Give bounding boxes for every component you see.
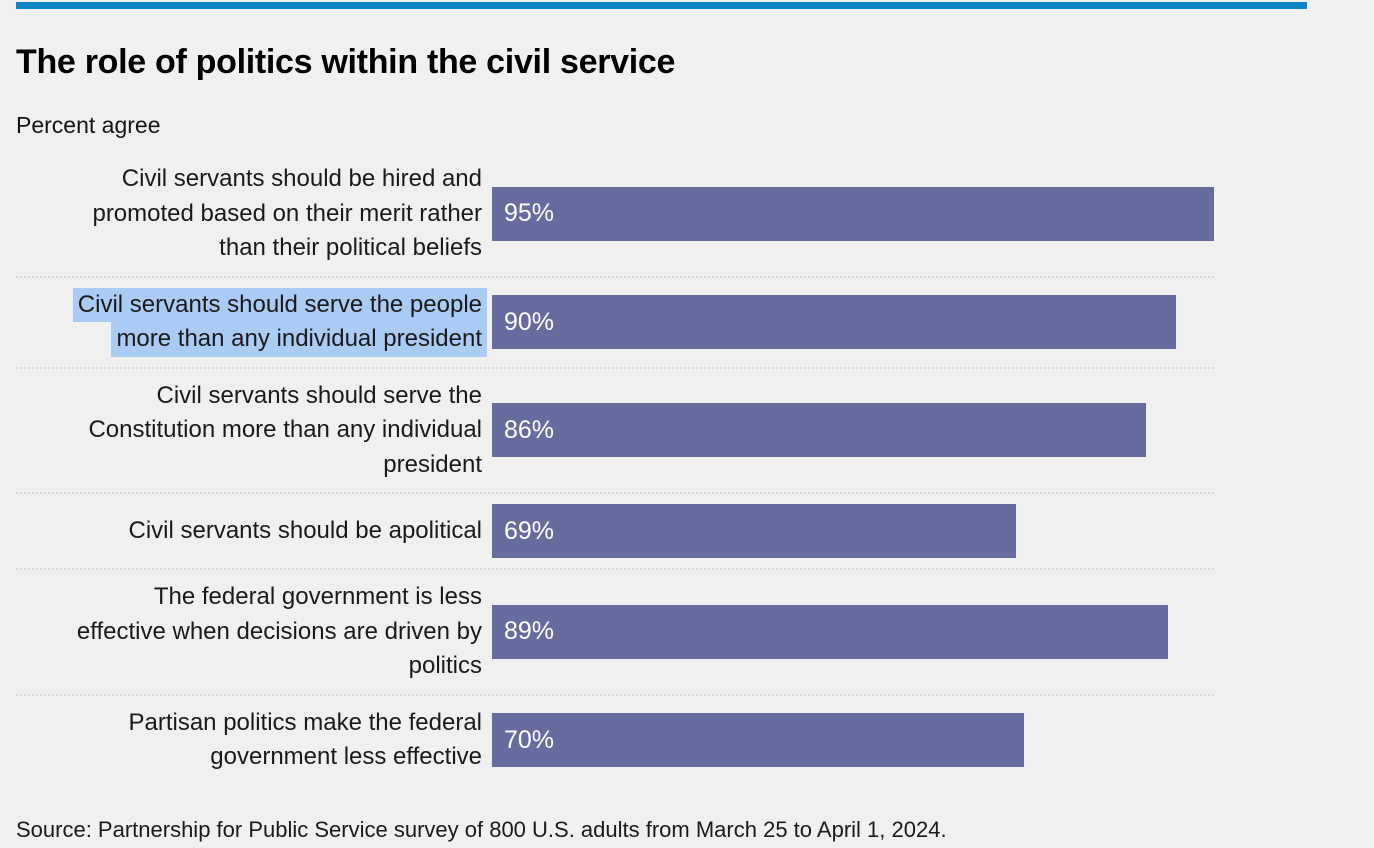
label-line-text: The federal government is less bbox=[153, 583, 482, 610]
category-label: Civil servants should be hired and promo… bbox=[16, 162, 482, 266]
top-accent-rule bbox=[16, 2, 1307, 9]
bar-track: 69% bbox=[492, 504, 1214, 558]
bar-value-label: 70% bbox=[504, 725, 555, 754]
bar-track: 95% bbox=[492, 186, 1214, 241]
label-line-text: Civil servants should be hired and bbox=[121, 165, 482, 192]
bar: 70% bbox=[492, 713, 1024, 767]
page-title: The role of politics within the civil se… bbox=[16, 43, 676, 81]
label-line-text: Constitution more than any individual bbox=[88, 416, 482, 443]
chart-row-serve-constitution: Civil servants should serve the Constitu… bbox=[16, 369, 1214, 494]
chart-row-partisan-politics: Partisan politics make the federal gover… bbox=[16, 696, 1214, 785]
selected-label-line-text: Civil servants should serve the people bbox=[72, 287, 487, 322]
category-label: Civil servants should serve the people m… bbox=[16, 287, 487, 357]
chart-subtitle: Percent agree bbox=[16, 112, 161, 138]
label-line-text: politics bbox=[408, 652, 482, 679]
bar-value-label: 90% bbox=[504, 307, 555, 336]
bar-track: 70% bbox=[492, 713, 1214, 767]
label-line-text: Civil servants should be apolitical bbox=[128, 516, 482, 544]
label-line-text: effective when decisions are driven by bbox=[76, 617, 482, 645]
label-line-text: president bbox=[383, 450, 482, 478]
bar-value-label: 89% bbox=[504, 617, 555, 646]
category-label: The federal government is less effective… bbox=[16, 580, 482, 684]
bar-value-label: 86% bbox=[504, 415, 555, 444]
bar-chart: Civil servants should be hired and promo… bbox=[16, 152, 1214, 785]
bar: 89% bbox=[492, 604, 1169, 659]
bar: 95% bbox=[492, 186, 1214, 241]
label-line-text: promoted based on their merit rather bbox=[92, 199, 482, 227]
label-line-text: government less effective bbox=[210, 743, 482, 770]
source-note: Source: Partnership for Public Service s… bbox=[16, 816, 947, 842]
label-line-text: Civil servants should serve the bbox=[156, 381, 482, 409]
bar-track: 90% bbox=[492, 295, 1214, 349]
category-label: Partisan politics make the federal gover… bbox=[16, 706, 482, 775]
category-label: Civil servants should be apolitical bbox=[16, 514, 482, 549]
bar: 90% bbox=[492, 295, 1176, 349]
bar-track: 89% bbox=[492, 604, 1214, 659]
bar-track: 86% bbox=[492, 403, 1214, 458]
bar: 69% bbox=[492, 504, 1017, 558]
bar: 86% bbox=[492, 403, 1146, 458]
category-label: Civil servants should serve the Constitu… bbox=[16, 379, 482, 483]
chart-row-serve-people: Civil servants should serve the people m… bbox=[16, 278, 1214, 369]
bar-value-label: 95% bbox=[504, 199, 555, 228]
bar-value-label: 69% bbox=[504, 516, 555, 545]
chart-row-merit: Civil servants should be hired and promo… bbox=[16, 152, 1214, 278]
chart-row-less-effective-politics: The federal government is less effective… bbox=[16, 570, 1214, 696]
chart-row-apolitical: Civil servants should be apolitical 69% bbox=[16, 494, 1214, 570]
label-line-text: than their political beliefs bbox=[219, 234, 482, 261]
label-line-text: Partisan politics make the federal bbox=[128, 708, 482, 736]
selected-label-line-text: more than any individual president bbox=[111, 322, 487, 357]
